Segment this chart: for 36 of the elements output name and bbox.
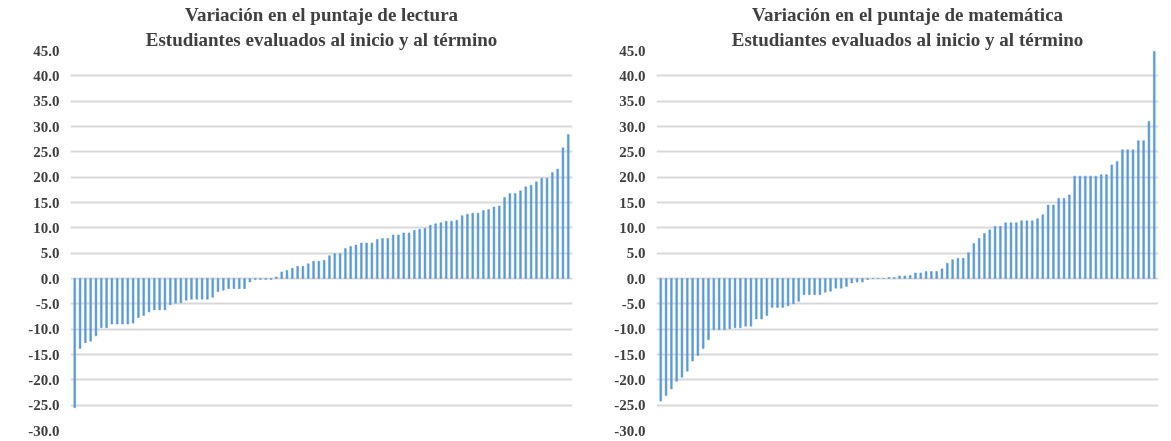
y-tick-label: 40.0 (33, 67, 60, 84)
y-tick-label: -30.0 (614, 422, 646, 439)
y-tick-label: 15.0 (33, 194, 60, 211)
y-tick-label: 5.0 (40, 245, 60, 262)
y-tick-label: 20.0 (619, 169, 646, 186)
y-tick-label: 25.0 (619, 143, 646, 160)
chart-title: Variación en el puntaje de matemática (751, 3, 1064, 25)
y-tick-label: 25.0 (33, 143, 60, 160)
y-tick-label: 5.0 (626, 245, 646, 262)
y-tick-label: -5.0 (621, 295, 646, 312)
y-tick-label: -20.0 (614, 371, 646, 388)
y-tick-label: -10.0 (614, 321, 646, 338)
y-tick-label: -15.0 (28, 346, 60, 363)
y-tick-label: 30.0 (619, 118, 646, 135)
chart-title: Variación en el puntaje de lectura (184, 3, 459, 25)
y-tick-label: -20.0 (28, 371, 60, 388)
chart-subtitle: Estudiantes evaluados al inicio y al término (731, 28, 1084, 50)
y-tick-label: -25.0 (614, 397, 646, 414)
y-tick-label: 0.0 (40, 270, 60, 287)
y-tick-label: 45.0 (619, 42, 646, 59)
y-tick-label: 35.0 (619, 93, 646, 110)
chart-subtitle: Estudiantes evaluados al inicio y al término (145, 28, 498, 50)
y-tick-label: 35.0 (33, 93, 60, 110)
y-tick-label: 10.0 (33, 219, 60, 236)
y-tick-label: -15.0 (614, 346, 646, 363)
y-tick-label: -30.0 (28, 422, 60, 439)
y-tick-label: 15.0 (619, 194, 646, 211)
y-tick-label: -25.0 (28, 397, 60, 414)
y-tick-label: -5.0 (35, 295, 60, 312)
y-tick-label: -10.0 (28, 321, 60, 338)
y-tick-label: 45.0 (33, 42, 60, 59)
y-tick-label: 0.0 (626, 270, 646, 287)
y-tick-label: 20.0 (33, 169, 60, 186)
y-tick-label: 10.0 (619, 219, 646, 236)
y-tick-label: 40.0 (619, 67, 646, 84)
y-tick-label: 30.0 (33, 118, 60, 135)
